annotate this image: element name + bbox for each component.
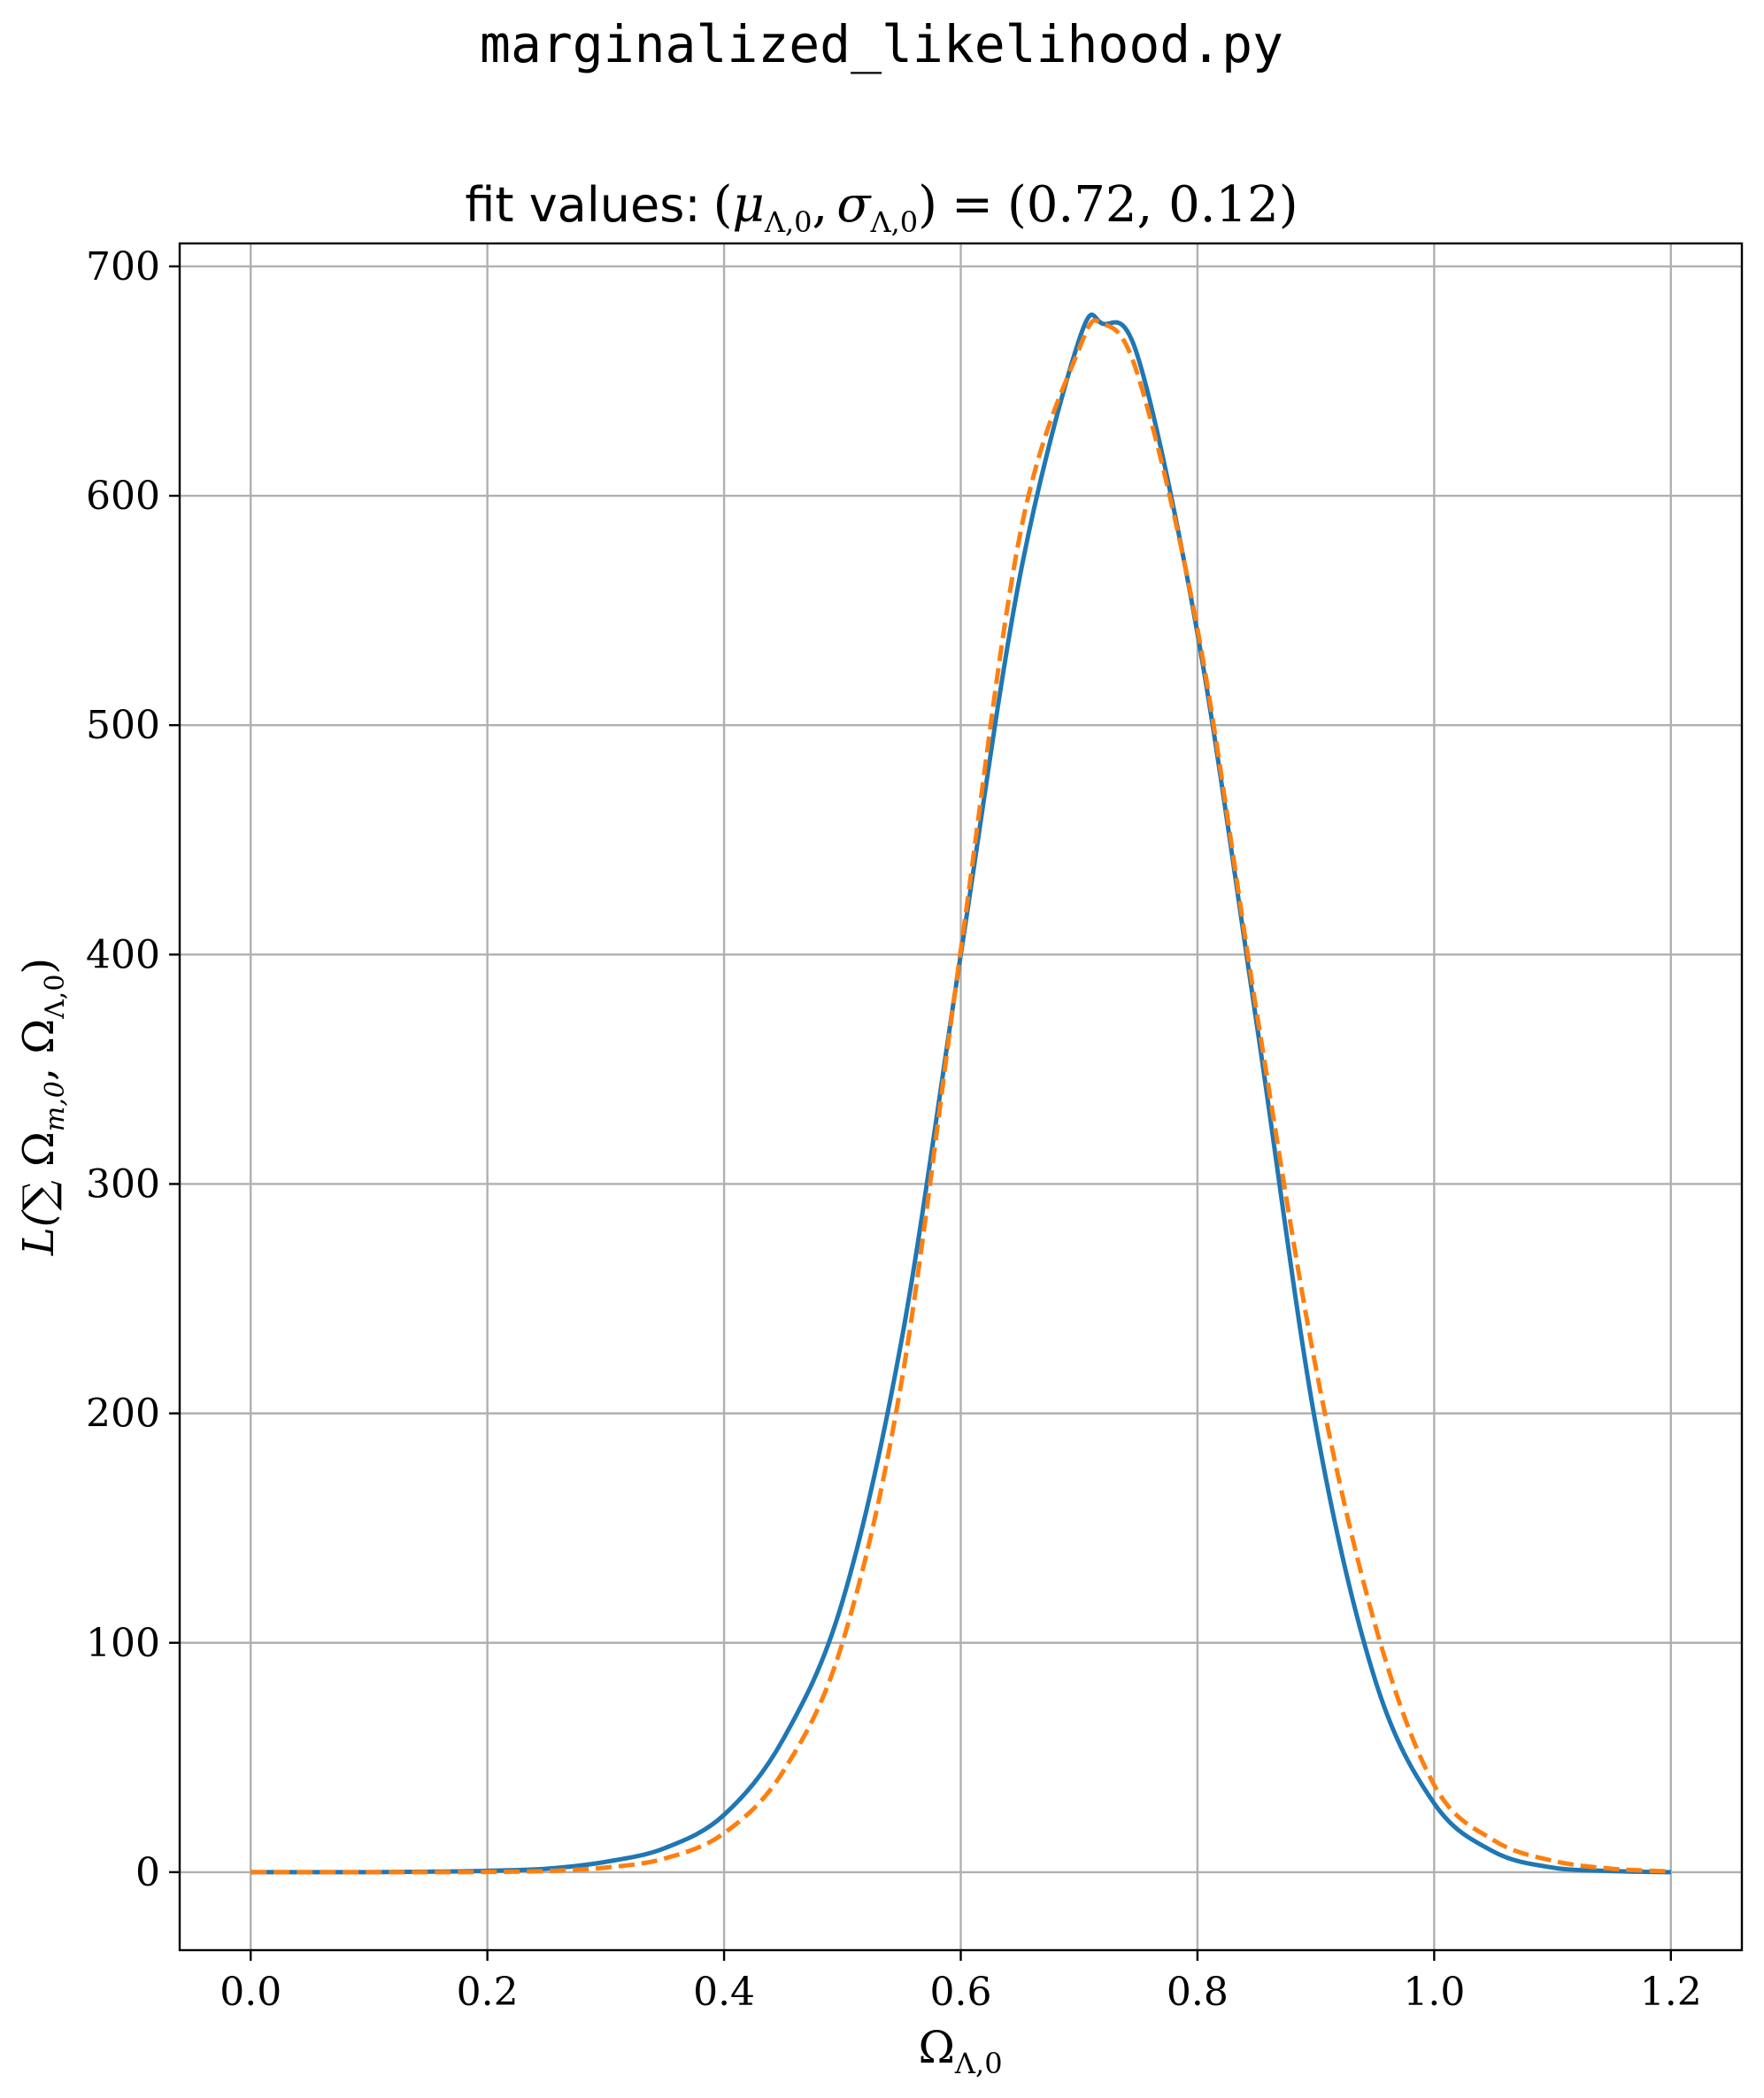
y-axis-label-omega-m: Ω <box>14 1131 64 1167</box>
y-tick-label: 600 <box>86 474 160 519</box>
x-tick-label: 0.6 <box>930 1970 992 2015</box>
x-axis-label-subscript: Λ,0 <box>954 2047 1003 2080</box>
y-tick-label: 0 <box>135 1850 160 1895</box>
x-axis-label-omega: Ω <box>918 2022 954 2073</box>
y-axis-label-comma: , <box>14 1054 64 1082</box>
x-tick-label: 0.4 <box>693 1970 755 2015</box>
x-tick-label: 0.8 <box>1167 1970 1229 2015</box>
chart-title: fit values: (μΛ,0, σΛ,0) = (0.72, 0.12) <box>465 176 1298 239</box>
x-axis-label: ΩΛ,0 <box>918 2022 1002 2080</box>
chart-title-comma: , <box>812 176 828 234</box>
y-tick-label: 200 <box>86 1392 160 1437</box>
y-tick-label: 500 <box>86 703 160 748</box>
chart-title-sigma: σ <box>836 176 872 234</box>
chart-title-prefix: fit values: <box>465 177 700 233</box>
y-tick-label: 700 <box>86 244 160 289</box>
chart-title-mu-subscript: Λ,0 <box>764 205 813 239</box>
y-axis-label-sub-m: m,0 <box>40 1081 71 1131</box>
chart-title-rparen: ) <box>918 176 937 234</box>
y-axis-label: L(∑ Ωm,0, ΩΛ,0) <box>14 958 71 1256</box>
y-tick-label: 300 <box>86 1161 160 1207</box>
y-axis-label-suffix: ) <box>14 958 64 975</box>
chart-title-equals: = <box>951 176 993 234</box>
series-line-solid <box>250 312 1671 1875</box>
x-tick-label: 0.2 <box>457 1970 519 2015</box>
y-axis-label-omega-lambda: Ω <box>14 1019 64 1054</box>
y-axis-label-sub-lambda: Λ,0 <box>40 975 71 1020</box>
axes-frame <box>178 242 1744 1952</box>
y-axis-label-prefix: L(∑ <box>14 1167 64 1256</box>
x-tick-label: 1.2 <box>1640 1970 1702 2015</box>
grid-layer <box>180 243 1742 1950</box>
x-tick-label: 1.0 <box>1403 1970 1465 2015</box>
chart-title-lparen: ( <box>713 176 733 234</box>
y-tick-label: 100 <box>86 1621 160 1666</box>
chart-title-mu: μ <box>732 176 764 234</box>
y-tick-label: 400 <box>86 932 160 977</box>
chart-title-values: (0.72, 0.12) <box>1007 176 1298 234</box>
series-layer <box>250 312 1671 1875</box>
ticks-layer: 0.0 0.2 0.4 0.6 0.8 1.0 1.2 0 100 200 300 400 500 600… <box>86 244 1702 2015</box>
figure-suptitle: marginalized_likelihood.py <box>480 14 1283 74</box>
chart-title-sigma-subscript: Λ,0 <box>870 205 919 239</box>
x-tick-label: 0.0 <box>220 1970 281 2015</box>
series-line-dashed <box>250 318 1671 1875</box>
